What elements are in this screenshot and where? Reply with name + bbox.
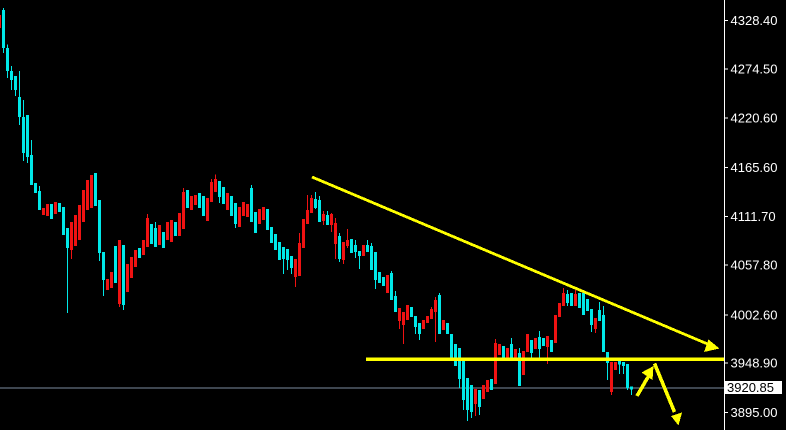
svg-text:4328.40: 4328.40 — [731, 13, 778, 28]
svg-text:4057.80: 4057.80 — [731, 258, 778, 273]
svg-text:4002.60: 4002.60 — [731, 308, 778, 323]
svg-text:3895.00: 3895.00 — [731, 405, 778, 420]
svg-text:4220.60: 4220.60 — [731, 110, 778, 125]
svg-text:4165.60: 4165.60 — [731, 160, 778, 175]
svg-text:3948.90: 3948.90 — [731, 355, 778, 370]
svg-text:3920.85: 3920.85 — [727, 380, 774, 395]
svg-text:4274.50: 4274.50 — [731, 62, 778, 77]
svg-text:4111.70: 4111.70 — [731, 209, 776, 224]
